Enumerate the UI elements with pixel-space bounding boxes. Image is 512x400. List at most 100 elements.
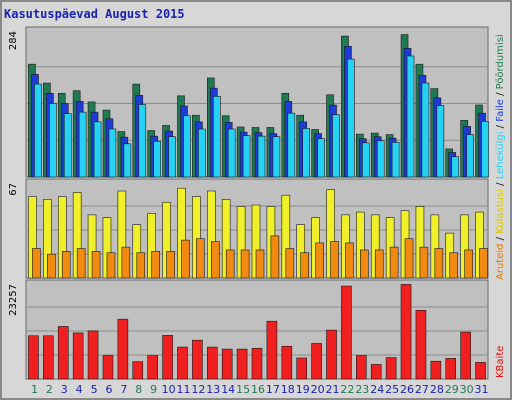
x-tick-label: 11	[176, 383, 190, 396]
mid-bar-aruteid	[360, 249, 369, 279]
mid-bar-aruteid	[240, 249, 250, 279]
top-bar-lehek-lgi	[272, 136, 281, 178]
bot-bar-kbaite	[296, 357, 308, 380]
top-bar-lehek-lgi	[436, 105, 445, 178]
bot-bar-kbaite	[162, 335, 173, 380]
mid-bar-aruteid	[315, 242, 324, 279]
x-tick-label: 17	[266, 383, 280, 396]
mid-bar-aruteid	[285, 248, 295, 279]
mid-bar-aruteid	[404, 238, 414, 279]
x-tick-label: 7	[120, 383, 127, 396]
bot-bar-kbaite	[117, 318, 129, 380]
x-tick-label: 8	[135, 383, 142, 396]
mid-bar-aruteid	[47, 253, 56, 279]
bot-bar-kbaite	[266, 320, 278, 380]
top-bar-lehek-lgi	[362, 142, 370, 178]
chart-title: Kasutuspäevad August 2015	[4, 7, 185, 21]
mid-bar-aruteid	[374, 249, 384, 279]
mid-scale-label: 67	[8, 183, 19, 196]
mid-bar-aruteid	[166, 251, 175, 279]
legend-kbaite: KBaite	[495, 346, 506, 378]
bot-bar-kbaite	[102, 355, 114, 380]
x-tick-label: 31	[475, 383, 489, 396]
top-bar-lehek-lgi	[391, 141, 400, 178]
mid-bar-aruteid	[61, 251, 71, 279]
x-tick-label: 4	[76, 383, 83, 396]
legend-separator: /	[495, 122, 506, 132]
top-bar-lehek-lgi	[78, 111, 87, 178]
top-bar-lehek-lgi	[257, 135, 266, 178]
bot-bar-kbaite	[43, 335, 54, 380]
x-tick-label: 28	[430, 383, 444, 396]
bot-bar-kbaite	[400, 284, 412, 380]
mid-bar-aruteid	[479, 248, 488, 279]
mid-bar-aruteid	[330, 241, 339, 279]
x-tick-label: 23	[355, 383, 369, 396]
mid-bar-aruteid	[464, 249, 473, 279]
mid-bar-aruteid	[434, 248, 444, 279]
top-bar-lehek-lgi	[406, 55, 415, 178]
x-tick-label: 30	[460, 383, 474, 396]
mid-bar-aruteid	[181, 239, 190, 279]
bot-bar-kbaite	[87, 330, 99, 380]
legend-separator: /	[495, 89, 506, 99]
bot-bar-kbaite	[147, 355, 158, 380]
bot-bar-kbaite	[281, 345, 293, 380]
mid-bar-aruteid	[389, 246, 399, 279]
top-bar-lehek-lgi	[421, 82, 430, 178]
top-bar-lehek-lgi	[123, 143, 132, 178]
top-bar-lehek-lgi	[481, 121, 489, 178]
mid-bar-aruteid	[255, 249, 265, 279]
top-bar-lehek-lgi	[183, 115, 191, 178]
x-tick-label: 1	[31, 383, 38, 396]
x-tick-label: 19	[296, 383, 310, 396]
bot-bar-kbaite	[341, 285, 352, 380]
mid-bar-aruteid	[345, 242, 354, 279]
mid-bar-aruteid	[151, 251, 160, 279]
x-tick-label: 18	[281, 383, 295, 396]
mid-bar-aruteid	[76, 248, 86, 279]
top-bar-lehek-lgi	[287, 112, 296, 178]
top-bar-lehek-lgi	[168, 136, 176, 178]
mid-bar-aruteid	[196, 238, 205, 279]
bot-bar-kbaite	[430, 360, 442, 380]
mid-bar-aruteid	[32, 248, 41, 279]
x-tick-label: 24	[370, 383, 384, 396]
x-tick-label: 26	[400, 383, 414, 396]
mid-bar-aruteid	[91, 251, 101, 279]
x-tick-label: 2	[46, 383, 53, 396]
legend-separator: /	[495, 179, 506, 189]
mid-bar-aruteid	[210, 241, 220, 279]
top-scale-label: 284	[8, 31, 19, 50]
top-bar-lehek-lgi	[49, 103, 57, 178]
bot-bar-kbaite	[460, 331, 471, 380]
legend-poordumisi: Pöördumisi	[495, 34, 506, 89]
x-tick-label: 16	[251, 383, 265, 396]
legend-lehekulgi: Lehekülgi	[495, 132, 506, 180]
top-bar-lehek-lgi	[212, 96, 221, 178]
right-legend-top: Aruteid / Külastusi / Lehekülgi / Faile …	[495, 34, 506, 280]
bot-bar-kbaite	[28, 335, 39, 380]
x-tick-label: 15	[236, 383, 250, 396]
top-bar-lehek-lgi	[138, 104, 147, 178]
mid-bar-aruteid	[106, 252, 116, 279]
bot-bar-kbaite	[326, 329, 337, 380]
x-tick-label: 25	[385, 383, 399, 396]
bot-bar-kbaite	[311, 343, 322, 380]
top-bar-lehek-lgi	[376, 140, 385, 178]
top-bar-lehek-lgi	[466, 134, 474, 178]
top-bar-lehek-lgi	[227, 128, 236, 178]
bot-bar-kbaite	[192, 339, 203, 380]
bot-bar-kbaite	[177, 346, 188, 380]
mid-bar-aruteid	[270, 235, 280, 279]
top-bar-lehek-lgi	[63, 113, 72, 178]
bot-bar-kbaite	[251, 347, 263, 380]
bot-bar-kbaite	[356, 355, 367, 380]
x-tick-label: 20	[311, 383, 325, 396]
x-tick-label: 22	[340, 383, 354, 396]
x-tick-label: 13	[206, 383, 220, 396]
top-bar-lehek-lgi	[93, 121, 102, 178]
bot-bar-kbaite	[445, 358, 457, 380]
legend-aruteid: Aruteid	[495, 244, 506, 281]
bot-bar-kbaite	[206, 346, 218, 380]
